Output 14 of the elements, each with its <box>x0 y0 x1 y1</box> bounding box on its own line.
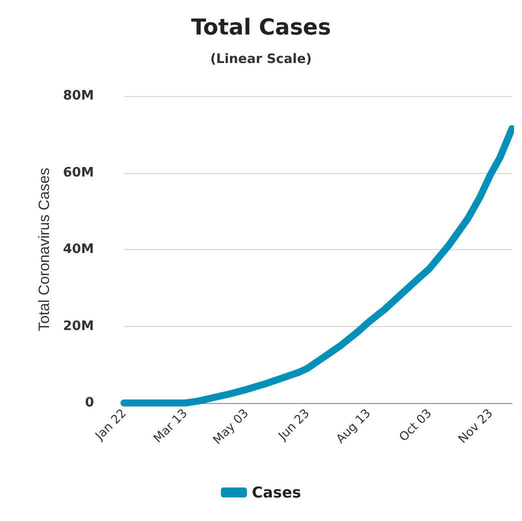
y-tick-label: 60M <box>62 165 94 180</box>
y-tick-label: 80M <box>62 88 94 104</box>
x-tick-label: Mar 13 <box>150 406 190 446</box>
chart-subtitle: (Linear Scale) <box>210 52 312 67</box>
x-tick-label: Oct 03 <box>396 406 434 444</box>
y-tick-label: 40M <box>62 242 94 257</box>
y-axis-title: Total Coronavirus Cases <box>36 168 53 332</box>
y-tick-label: 0 <box>84 396 94 410</box>
legend-label: Cases <box>252 484 302 502</box>
y-tick-label: 20M <box>62 318 94 334</box>
x-tick-label: Nov 23 <box>455 406 496 446</box>
x-tick-label: Jun 23 <box>274 406 312 444</box>
chart-title: Total Cases <box>191 16 331 40</box>
x-tick-label: Jan 22 <box>92 406 129 444</box>
